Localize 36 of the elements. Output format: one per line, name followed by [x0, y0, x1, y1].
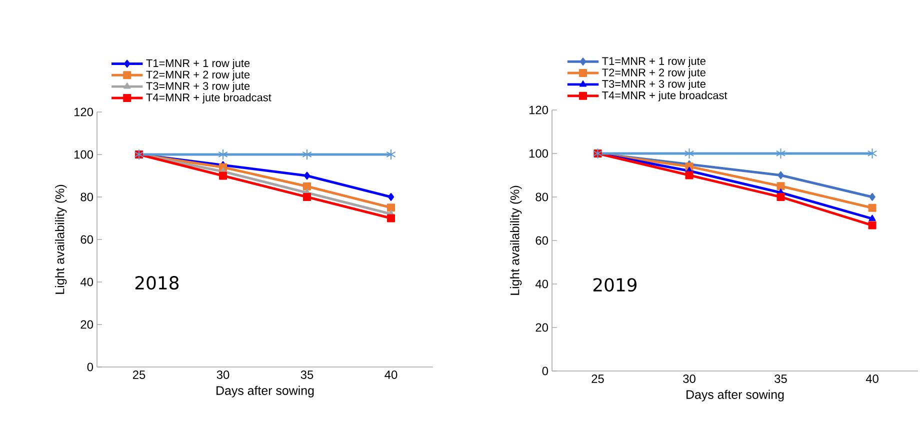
legend-label: T3=MNR + 3 row jute: [146, 82, 250, 92]
y-tick-label: 0: [542, 366, 548, 376]
x-axis-title: Days after sowing: [216, 386, 314, 398]
y-tick-label: 40: [535, 280, 548, 288]
x-tick-label: 40: [866, 374, 878, 383]
legend-label: T2=MNR + 2 row jute: [146, 70, 250, 81]
x-tick-label: 30: [216, 370, 230, 379]
x-tick-label: 40: [384, 370, 398, 379]
y-tick-label: 100: [74, 150, 94, 159]
y-tick-label: 40: [80, 278, 94, 286]
x-tick-label: 25: [592, 374, 604, 383]
x-axis-title: Days after sowing: [686, 390, 784, 402]
legend-label: T1=MNR + 1 row jute: [146, 59, 250, 70]
y-tick-label: 80: [80, 192, 94, 202]
y-tick-label: 20: [80, 320, 94, 329]
legend-label: T2=MNR + 2 row jute: [602, 68, 706, 79]
y-axis-title: Light availability (%): [55, 184, 67, 294]
y-tick-label: 20: [536, 323, 548, 332]
annotation: 2018: [135, 276, 179, 290]
y-axis-title: Light availability (%): [510, 186, 522, 295]
y-tick-label: 60: [536, 236, 548, 245]
annotation: 2019: [593, 278, 637, 292]
y-tick-label: 120: [529, 106, 548, 114]
legend-label: T4=MNR + jute broadcast: [146, 93, 272, 104]
legend-label: T3=MNR + 3 row jute: [602, 80, 706, 90]
y-tick-label: 0: [87, 362, 94, 372]
legend-label: T4=MNR + jute broadcast: [602, 91, 728, 102]
y-tick-label: 100: [529, 149, 548, 158]
y-tick-label: 80: [536, 192, 548, 202]
y-tick-label: 120: [74, 108, 94, 116]
y-tick-label: 60: [80, 235, 94, 244]
x-tick-label: 30: [683, 374, 696, 383]
legend-label: T1=MNR + 1 row jute: [602, 56, 706, 68]
x-tick-label: 35: [300, 370, 314, 379]
x-tick-label: 25: [132, 370, 146, 379]
x-tick-label: 35: [774, 374, 787, 383]
